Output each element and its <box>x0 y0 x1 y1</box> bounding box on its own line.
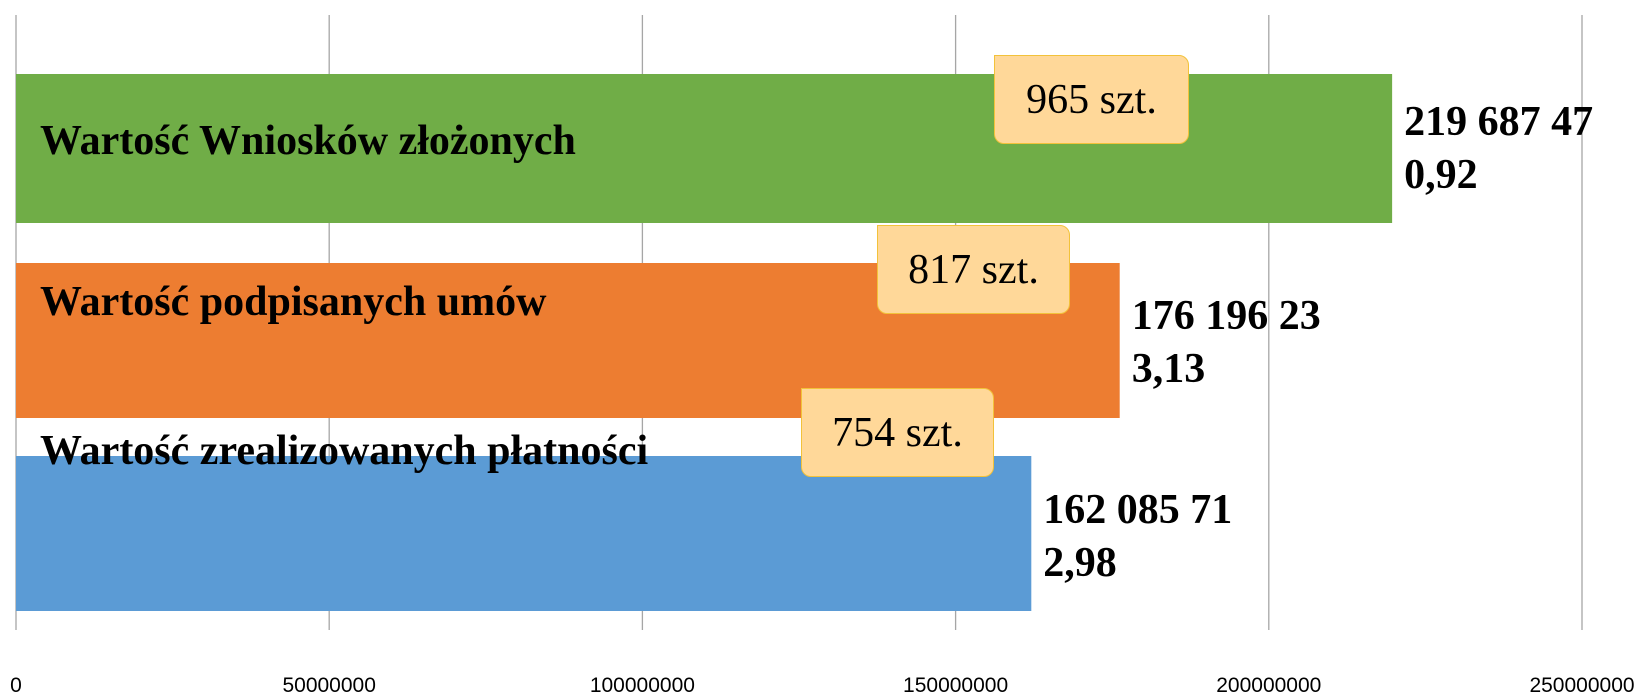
annotation: 754 szt. <box>801 388 994 477</box>
x-tick-label: 150000000 <box>903 674 1009 697</box>
category-label: Wartość zrealizowanych płatności <box>40 428 649 474</box>
x-tick-label: 200000000 <box>1216 674 1322 697</box>
value-label: 176 196 233,13 <box>1131 293 1321 392</box>
annotation: 817 szt. <box>877 225 1070 314</box>
value-label: 162 085 712,98 <box>1043 487 1233 586</box>
category-label: Wartość Wniosków złożonych <box>40 118 576 164</box>
x-tick-label: 100000000 <box>589 674 695 697</box>
value-label: 219 687 470,92 <box>1404 99 1594 198</box>
category-label: Wartość podpisanych umów <box>40 279 547 325</box>
x-tick-label: 50000000 <box>282 674 376 697</box>
x-tick-label: 250000000 <box>1529 674 1635 697</box>
bar <box>16 456 1032 611</box>
annotation: 965 szt. <box>994 55 1189 144</box>
x-tick-label: 0 <box>10 674 22 697</box>
